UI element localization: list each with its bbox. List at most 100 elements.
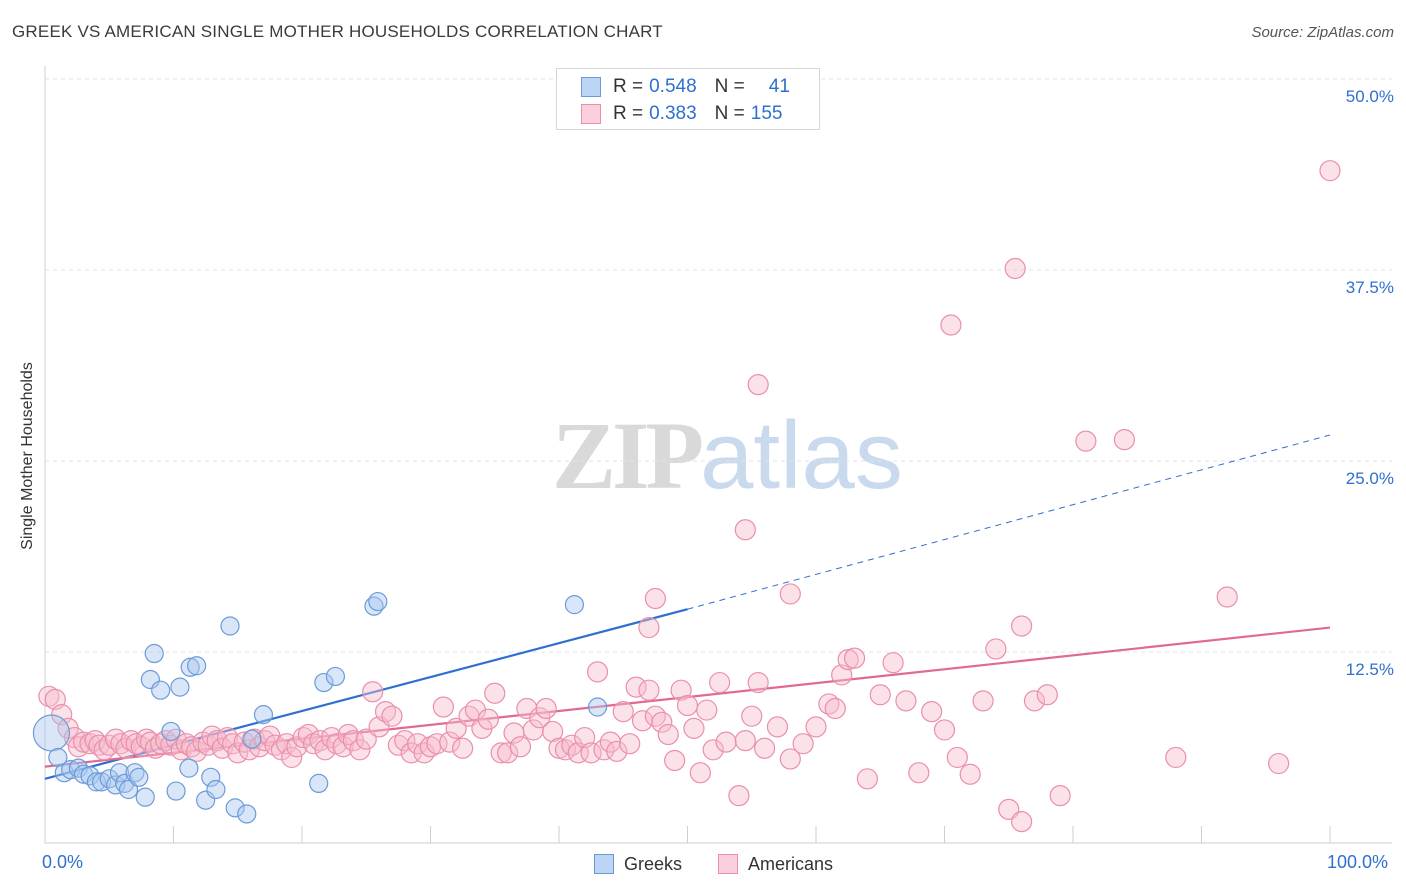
americans-point [281, 746, 303, 769]
americans-point [779, 583, 801, 605]
y-tick-label-37-5: 37.5% [1345, 278, 1394, 297]
greeks-point [587, 697, 608, 717]
americans-point [535, 697, 557, 720]
americans-point [644, 705, 666, 727]
americans-point [998, 798, 1020, 820]
bottom-legend-greeks: Greeks [594, 852, 682, 876]
americans-point [709, 671, 731, 694]
americans-point [843, 647, 866, 669]
data-points [32, 160, 1341, 833]
greeks-point [166, 781, 186, 801]
greeks-point [32, 714, 71, 752]
americans-point [779, 748, 801, 770]
americans-point [381, 705, 403, 727]
americans-r-label: R = [613, 103, 644, 124]
americans-point [1165, 746, 1187, 769]
americans-point [805, 716, 827, 738]
americans-point [728, 785, 750, 807]
americans-point [1010, 615, 1033, 637]
americans-point [676, 694, 699, 717]
americans-point [921, 700, 943, 723]
americans-point [664, 749, 686, 772]
y-tick-label-25: 25.0% [1345, 469, 1394, 488]
americans-point [586, 661, 609, 683]
americans-point [619, 733, 641, 755]
americans-point [895, 690, 917, 712]
chart-title: GREEK VS AMERICAN SINGLE MOTHER HOUSEHOL… [12, 22, 663, 41]
greeks-legend-swatch [594, 854, 614, 874]
americans-point [702, 739, 724, 761]
americans-point [432, 696, 454, 718]
americans-point [882, 652, 904, 674]
americans-point [439, 731, 461, 753]
americans-n-label: N = [714, 103, 745, 124]
americans-point [1049, 785, 1071, 807]
americans-point [689, 762, 711, 784]
legend-row-americans: R = 0.383 N = 155 [581, 102, 782, 126]
americans-point [445, 717, 467, 740]
americans-point [541, 720, 564, 743]
greeks-trend-line [44, 608, 688, 780]
americans-point [696, 699, 718, 721]
source-credit: Source: ZipAtlas.com [1251, 24, 1394, 41]
greeks-point [225, 798, 245, 818]
greeks-point [253, 705, 274, 725]
greeks-point [242, 729, 262, 749]
americans-point [332, 736, 354, 758]
americans-point [985, 638, 1007, 660]
americans-point [946, 746, 968, 769]
greeks-point [201, 767, 221, 787]
americans-point [394, 730, 416, 752]
americans-point [766, 716, 789, 738]
americans-point [747, 374, 769, 396]
americans-point [1319, 160, 1341, 182]
americans-r-value: 0.383 [649, 103, 697, 124]
americans-point [314, 739, 336, 761]
y-tick-label-12-5: 12.5% [1345, 660, 1394, 679]
americans-point [625, 676, 647, 698]
americans-point [580, 742, 602, 764]
x-tick-label-100: 100.0% [1327, 852, 1389, 872]
legend-row-greeks: R = 0.548 N = 41 [581, 75, 790, 99]
bottom-legend-americans: Americans [718, 852, 833, 876]
greeks-r-value: 0.548 [649, 76, 697, 97]
greeks-point [151, 680, 171, 700]
americans-point [734, 519, 756, 541]
americans-point [638, 679, 660, 701]
americans-point [612, 700, 634, 723]
greeks-point [91, 772, 112, 792]
greeks-point [109, 763, 130, 783]
greeks-n-label: N = [714, 76, 745, 97]
americans-point [837, 649, 859, 671]
greeks-point [68, 758, 89, 778]
greeks-r-label: R = [613, 76, 644, 97]
americans-point [753, 737, 776, 759]
americans-point [1010, 811, 1033, 833]
americans-point [631, 710, 654, 732]
americans-point [452, 737, 474, 759]
watermark-atlas: atlas [700, 402, 903, 509]
americans-point [355, 728, 377, 750]
watermark-zip: ZIP [552, 402, 704, 509]
greeks-point [325, 666, 346, 687]
greeks-point [180, 657, 200, 677]
americans-point [522, 719, 544, 741]
watermark: ZIPatlas [552, 400, 903, 511]
americans-point [1036, 684, 1058, 706]
americans-point [1075, 430, 1097, 452]
americans-swatch [581, 104, 601, 124]
americans-point [1216, 586, 1238, 608]
greeks-point [118, 779, 139, 800]
americans-point [959, 763, 981, 785]
greeks-point [61, 760, 81, 780]
americans-point [644, 587, 666, 610]
americans-point [940, 314, 962, 336]
americans-point [606, 740, 628, 762]
americans-point [135, 728, 158, 750]
americans-point [747, 671, 769, 694]
americans-point [509, 736, 532, 758]
americans-point [477, 708, 499, 730]
stats-legend: R = 0.548 N = 41 R = 0.383 N = 155 [556, 68, 820, 130]
greeks-legend-label: Greeks [624, 853, 683, 874]
greeks-point [237, 804, 257, 824]
